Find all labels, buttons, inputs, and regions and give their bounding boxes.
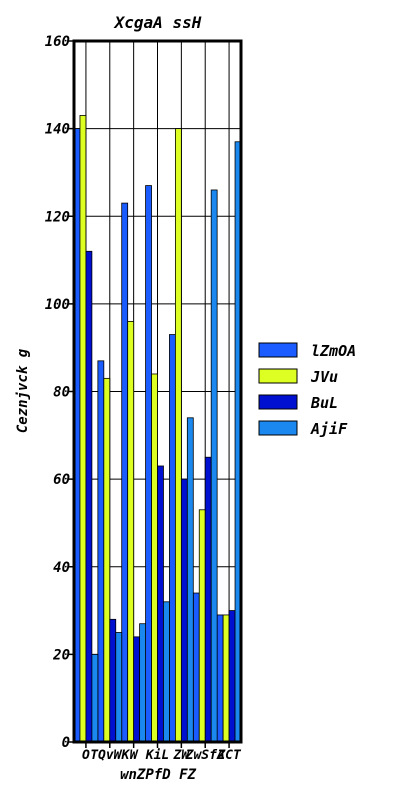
- y-tick-label: 120: [45, 209, 70, 225]
- legend-swatch: [258, 394, 298, 410]
- bar: [85, 250, 93, 743]
- x-tick-label: KiL: [145, 748, 169, 763]
- bar: [174, 128, 182, 743]
- bar: [228, 610, 236, 743]
- bar: [127, 320, 135, 743]
- bar: [186, 417, 194, 743]
- bars: [73, 115, 242, 743]
- legend-label: AjiF: [310, 420, 348, 438]
- bar: [192, 592, 200, 743]
- chart-title: XcgaA ssH: [113, 13, 202, 32]
- x-tick-label: O: [82, 748, 90, 763]
- legend-label: JVu: [310, 368, 338, 386]
- bar: [79, 115, 87, 743]
- legend-label: lZmOA: [311, 342, 356, 360]
- bar: [121, 202, 129, 743]
- bar: [157, 465, 164, 743]
- bar: [103, 377, 111, 743]
- legend-swatch: [258, 420, 298, 436]
- bar: [216, 614, 224, 743]
- x-tick-label: W: [130, 748, 139, 763]
- bar: [139, 623, 146, 743]
- bar: [115, 632, 123, 743]
- bar: [97, 360, 105, 743]
- y-tick-label: 20: [52, 647, 70, 663]
- bar: [169, 334, 176, 743]
- legend-label: BuL: [310, 394, 338, 412]
- bar: [145, 185, 152, 743]
- legend-swatch: [258, 368, 298, 384]
- bar: [163, 601, 170, 743]
- y-tick-label: 60: [53, 472, 70, 488]
- x-tick-label: ZW: [173, 748, 191, 763]
- x-tick-label: TQvWK: [90, 748, 130, 763]
- plot-frame: [72, 39, 243, 744]
- y-tick-label: 100: [45, 297, 70, 313]
- x-tick-label: ZCT: [216, 748, 242, 763]
- y-tick-label: 140: [45, 122, 70, 138]
- legend-swatch: [258, 342, 298, 358]
- bar: [109, 618, 117, 743]
- y-axis-label: Ceznjvck g: [15, 348, 31, 433]
- bar: [133, 636, 141, 743]
- y-tick-label: 160: [45, 34, 70, 50]
- bar: [204, 456, 212, 743]
- bar: [198, 509, 206, 743]
- y-ticks: 0 20 40 60 80 100 120 140 160: [45, 34, 74, 751]
- bar: [180, 478, 188, 743]
- bar: [151, 373, 158, 743]
- legend: lZmOA JVu BuL AjiF: [258, 342, 356, 438]
- bar: [210, 189, 218, 743]
- bar: [222, 614, 230, 743]
- y-tick-label: 0: [62, 735, 70, 751]
- x-axis-label: wnZPfD FZ: [120, 767, 196, 783]
- y-tick-label: 80: [53, 385, 70, 401]
- x-tick-label: ZwSfA: [185, 748, 225, 763]
- y-tick-label: 40: [53, 560, 70, 576]
- bar: [91, 653, 99, 743]
